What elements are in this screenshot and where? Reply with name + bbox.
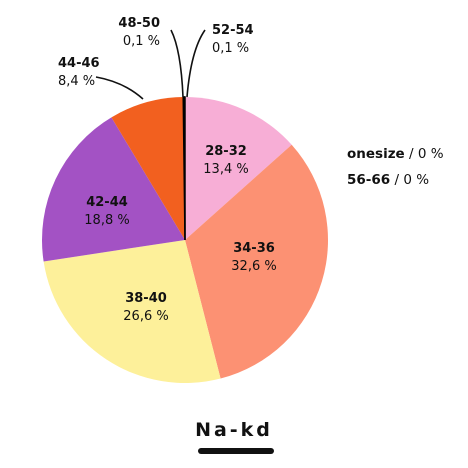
slice-label-34-36: 34-36 — [233, 241, 275, 256]
slice-label-42-44: 42-44 — [86, 195, 128, 210]
brand-title: Na-kd — [195, 419, 273, 441]
side-note-56-66: 56-66 / 0 % — [347, 172, 430, 188]
slice-value-38-40: 26,6 % — [123, 309, 168, 324]
pie-slice-38-40 — [43, 240, 221, 384]
slice-value-34-36: 32,6 % — [231, 259, 276, 274]
slice-value-42-44: 18,8 % — [84, 213, 129, 228]
brand-underline — [198, 448, 274, 454]
pie-slice-44-46 — [111, 97, 185, 240]
pie-slice-52-54 — [183, 96, 186, 241]
slice-label-48-50: 48-50 — [118, 16, 160, 31]
leader-line-44-46 — [95, 76, 144, 100]
pie-slice-42-44 — [41, 117, 185, 262]
slice-label-38-40: 38-40 — [125, 291, 167, 306]
slice-value-52-54: 0,1 % — [212, 41, 249, 56]
slice-value-48-50: 0,1 % — [123, 34, 160, 49]
leader-line-48-50 — [170, 29, 184, 98]
slice-value-28-32: 13,4 % — [203, 162, 248, 177]
leader-line-52-54 — [186, 29, 206, 98]
slice-label-28-32: 28-32 — [205, 144, 247, 159]
slice-label-52-54: 52-54 — [212, 23, 254, 38]
pie-slice-34-36 — [185, 144, 329, 379]
side-note-onesize: onesize / 0 % — [347, 146, 444, 162]
pie-slice-28-32 — [185, 97, 292, 240]
slice-value-44-46: 8,4 % — [58, 74, 95, 89]
slice-label-44-46: 44-46 — [58, 56, 100, 71]
